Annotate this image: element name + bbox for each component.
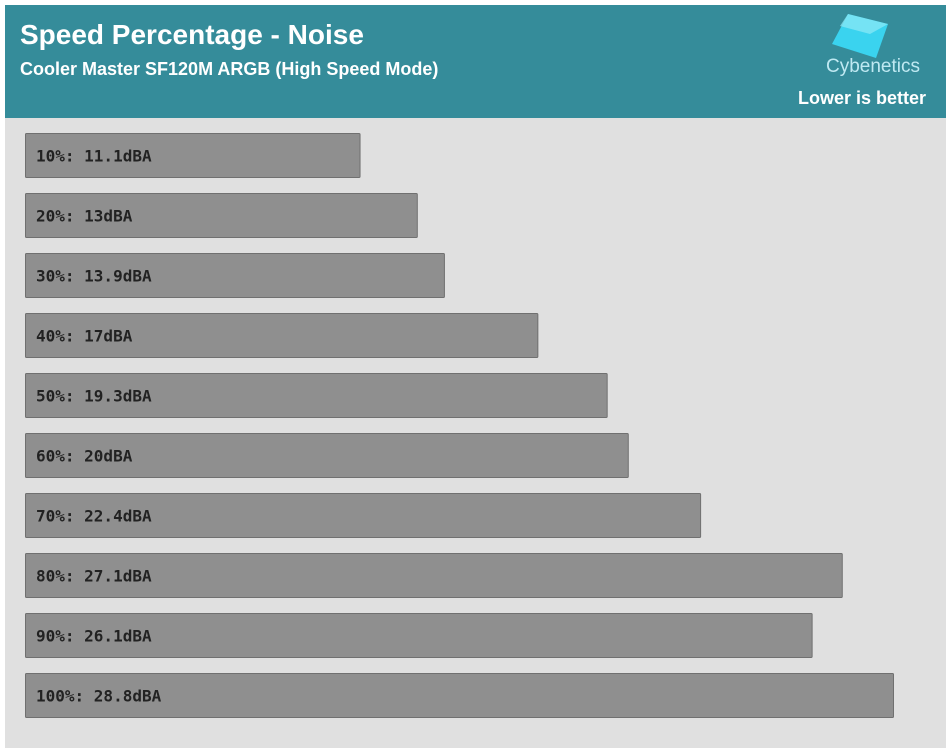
bar-label: 40%: 17dBA: [36, 327, 133, 346]
chart-title: Speed Percentage - Noise: [20, 19, 364, 50]
bar-label: 90%: 26.1dBA: [36, 627, 152, 646]
bar: [25, 253, 445, 298]
bar-label: 80%: 27.1dBA: [36, 567, 152, 586]
bar: [25, 493, 702, 538]
bar: [25, 613, 813, 658]
bar: [25, 313, 539, 358]
bar: [25, 193, 418, 238]
header-bg: [5, 5, 946, 118]
logo-icon: [832, 14, 888, 58]
bar-label: 100%: 28.8dBA: [36, 687, 162, 706]
bar: [25, 373, 608, 418]
bar-label: 60%: 20dBA: [36, 447, 133, 466]
chart-subtitle: Cooler Master SF120M ARGB (High Speed Mo…: [20, 59, 438, 79]
note: Lower is better: [798, 88, 926, 108]
bar: [25, 133, 361, 178]
bar-label: 10%: 11.1dBA: [36, 147, 152, 166]
bar-label: 70%: 22.4dBA: [36, 507, 152, 526]
bar-label: 30%: 13.9dBA: [36, 267, 152, 286]
bar-label: 50%: 19.3dBA: [36, 387, 152, 406]
bar-label: 20%: 13dBA: [36, 207, 133, 226]
brand-logo: Cybenetics: [826, 56, 920, 77]
bar: [25, 673, 894, 718]
bar: [25, 553, 843, 598]
bar: [25, 433, 629, 478]
